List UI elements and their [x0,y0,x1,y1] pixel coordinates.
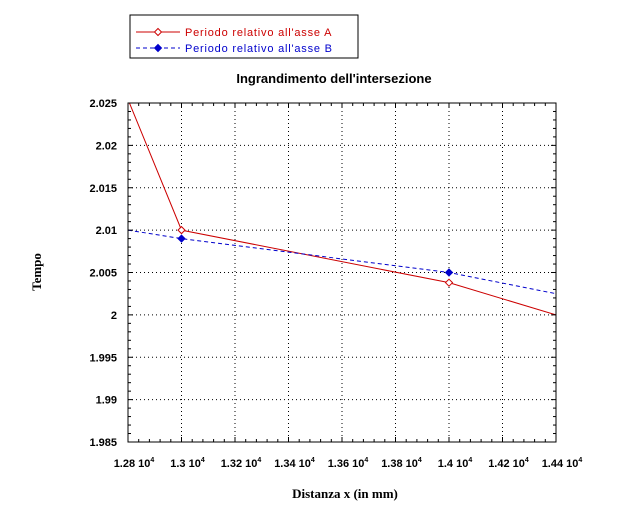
y-tick-label: 2.01 [96,225,117,237]
x-tick-label: 1.28 104 [114,457,155,470]
legend-box [129,14,359,59]
x-tick-label: 1.32 104 [221,457,262,470]
legend: Periodo relativo all'asse A Periodo rela… [129,14,359,59]
y-axis-label: Tempo [29,253,44,291]
tick-marks [127,102,557,443]
grid [128,103,556,442]
x-tick-label: 1.34 104 [274,457,315,470]
chart-title: Ingrandimento dell'intersezione [236,71,431,86]
x-tick-label: 1.38 104 [381,457,422,470]
y-tick-label: 2.015 [89,183,117,195]
legend-marker-b [153,43,163,53]
y-tick-labels: 1.985 1.99 1.995 2 2.005 2.01 2.015 2.02 2.025 [89,98,117,449]
data-point-b [177,234,186,243]
x-tick-label: 1.42 104 [488,457,529,470]
y-tick-label: 2.02 [96,140,117,152]
y-tick-label: 2 [111,310,117,322]
legend-marker-a [153,27,163,37]
x-tick-labels: 1.28 104 1.3 104 1.32 104 1.34 104 1.36 104 1… [114,457,583,470]
y-tick-label: 1.985 [89,437,117,449]
data-point-a [177,225,186,235]
x-tick-label: 1.36 104 [328,457,369,470]
y-tick-label: 2.025 [89,98,117,110]
series-line-a [128,103,556,316]
x-tick-label: 1.3 104 [170,457,205,470]
series-group [128,103,556,316]
series-line-b [128,229,556,295]
data-point-b [444,268,454,277]
data-point-a [444,278,454,287]
y-tick-label: 1.995 [89,352,117,364]
x-axis-label: Distanza x (in mm) [292,486,398,501]
legend-label-a: Periodo relativo all'asse A [185,27,332,39]
legend-label-b: Periodo relativo all'asse B [185,43,333,55]
x-tick-label: 1.44 104 [542,457,583,470]
y-tick-label: 1.99 [96,395,117,407]
x-tick-label: 1.4 104 [438,457,473,470]
y-tick-label: 2.005 [89,268,117,280]
